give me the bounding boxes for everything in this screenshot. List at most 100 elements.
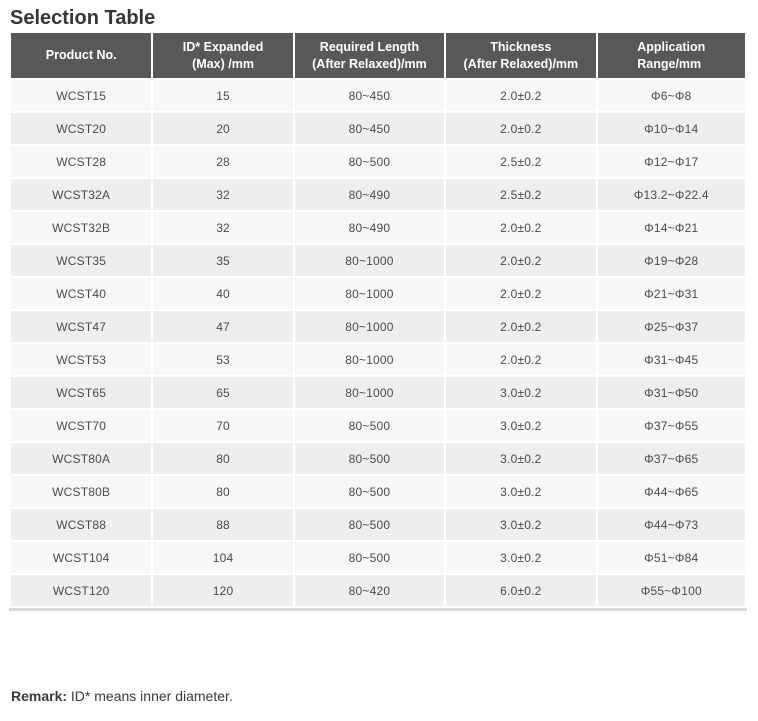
col-header-required-length: Required Length (After Relaxed)/mm [294,33,445,78]
cell-application-range: Φ51~Φ84 [597,542,745,573]
cell-product-no: WCST47 [11,311,152,342]
cell-product-no: WCST80A [11,443,152,474]
cell-id-expanded: 20 [153,113,293,144]
cell-id-expanded: 120 [153,575,293,606]
cell-thickness: 2.0±0.2 [446,80,596,111]
cell-application-range: Φ37~Φ65 [597,443,745,474]
table-row: WCST32A 32 80~490 2.5±0.2 Φ13.2~Φ22.4 [11,179,745,210]
cell-id-expanded: 32 [153,179,293,210]
cell-product-no: WCST80B [11,476,152,507]
table-row: WCST80A 80 80~500 3.0±0.2 Φ37~Φ65 [11,443,745,474]
cell-application-range: Φ12~Φ17 [597,146,745,177]
cell-product-no: WCST35 [11,245,152,276]
table-row: WCST28 28 80~500 2.5±0.2 Φ12~Φ17 [11,146,745,177]
page-title: Selection Table [10,7,156,29]
col-header-application-range: Application Range/mm [597,33,745,78]
cell-id-expanded: 88 [153,509,293,540]
cell-id-expanded: 32 [153,212,293,243]
table-row: WCST40 40 80~1000 2.0±0.2 Φ21~Φ31 [11,278,745,309]
cell-id-expanded: 80 [153,443,293,474]
remark: Remark: ID* means inner diameter. [11,688,758,704]
cell-thickness: 2.0±0.2 [446,245,596,276]
cell-thickness: 2.5±0.2 [446,179,596,210]
cell-required-length: 80~500 [294,410,445,441]
cell-id-expanded: 80 [153,476,293,507]
cell-application-range: Φ44~Φ65 [597,476,745,507]
table-row: WCST65 65 80~1000 3.0±0.2 Φ31~Φ50 [11,377,745,408]
cell-product-no: WCST15 [11,80,152,111]
cell-product-no: WCST40 [11,278,152,309]
cell-required-length: 80~500 [294,476,445,507]
cell-application-range: Φ19~Φ28 [597,245,745,276]
col-header-label: Required Length (After Relaxed)/mm [312,39,427,71]
cell-required-length: 80~1000 [294,377,445,408]
cell-required-length: 80~1000 [294,344,445,375]
cell-thickness: 2.0±0.2 [446,344,596,375]
cell-id-expanded: 53 [153,344,293,375]
cell-id-expanded: 35 [153,245,293,276]
cell-thickness: 3.0±0.2 [446,476,596,507]
remark-label: Remark: [11,688,68,704]
col-header-label: Thickness (After Relaxed)/mm [463,39,579,71]
col-header-label: ID* Expanded (Max) /mm [182,39,264,71]
cell-product-no: WCST88 [11,509,152,540]
cell-application-range: Φ25~Φ37 [597,311,745,342]
cell-required-length: 80~490 [294,212,445,243]
table-row: WCST120 120 80~420 6.0±0.2 Φ55~Φ100 [11,575,745,606]
col-header-product-no: Product No. [11,33,152,78]
cell-thickness: 2.0±0.2 [446,311,596,342]
table-row: WCST47 47 80~1000 2.0±0.2 Φ25~Φ37 [11,311,745,342]
cell-thickness: 2.0±0.2 [446,113,596,144]
table-body: WCST15 15 80~450 2.0±0.2 Φ6~Φ8 WCST20 20 80~450… [11,80,745,606]
cell-required-length: 80~420 [294,575,445,606]
cell-application-range: Φ6~Φ8 [597,80,745,111]
cell-application-range: Φ55~Φ100 [597,575,745,606]
cell-thickness: 2.5±0.2 [446,146,596,177]
cell-application-range: Φ44~Φ73 [597,509,745,540]
table-row: WCST20 20 80~450 2.0±0.2 Φ10~Φ14 [11,113,745,144]
cell-application-range: Φ21~Φ31 [597,278,745,309]
cell-required-length: 80~1000 [294,311,445,342]
table-row: WCST32B 32 80~490 2.0±0.2 Φ14~Φ21 [11,212,745,243]
cell-application-range: Φ13.2~Φ22.4 [597,179,745,210]
cell-product-no: WCST65 [11,377,152,408]
cell-application-range: Φ14~Φ21 [597,212,745,243]
table-header-row: Product No. ID* Expanded (Max) /mm Required… [11,33,745,78]
table-row: WCST88 88 80~500 3.0±0.2 Φ44~Φ73 [11,509,745,540]
cell-required-length: 80~500 [294,509,445,540]
cell-required-length: 80~1000 [294,245,445,276]
cell-thickness: 2.0±0.2 [446,212,596,243]
cell-required-length: 80~500 [294,443,445,474]
cell-thickness: 3.0±0.2 [446,443,596,474]
table-row: WCST53 53 80~1000 2.0±0.2 Φ31~Φ45 [11,344,745,375]
cell-required-length: 80~450 [294,80,445,111]
cell-required-length: 80~450 [294,113,445,144]
cell-thickness: 3.0±0.2 [446,410,596,441]
cell-application-range: Φ31~Φ45 [597,344,745,375]
col-header-label: Application Range/mm [637,39,706,71]
cell-required-length: 80~1000 [294,278,445,309]
cell-id-expanded: 40 [153,278,293,309]
cell-application-range: Φ37~Φ55 [597,410,745,441]
cell-product-no: WCST32B [11,212,152,243]
cell-application-range: Φ10~Φ14 [597,113,745,144]
cell-product-no: WCST28 [11,146,152,177]
cell-product-no: WCST32A [11,179,152,210]
col-header-thickness: Thickness (After Relaxed)/mm [446,33,596,78]
table-row: WCST80B 80 80~500 3.0±0.2 Φ44~Φ65 [11,476,745,507]
cell-required-length: 80~500 [294,542,445,573]
cell-id-expanded: 47 [153,311,293,342]
cell-product-no: WCST53 [11,344,152,375]
cell-thickness: 3.0±0.2 [446,542,596,573]
cell-id-expanded: 70 [153,410,293,441]
cell-thickness: 6.0±0.2 [446,575,596,606]
table-row: WCST35 35 80~1000 2.0±0.2 Φ19~Φ28 [11,245,745,276]
cell-thickness: 3.0±0.2 [446,377,596,408]
table-row: WCST15 15 80~450 2.0±0.2 Φ6~Φ8 [11,80,745,111]
cell-required-length: 80~500 [294,146,445,177]
cell-id-expanded: 65 [153,377,293,408]
col-header-id-expanded: ID* Expanded (Max) /mm [153,33,293,78]
cell-product-no: WCST120 [11,575,152,606]
cell-required-length: 80~490 [294,179,445,210]
cell-thickness: 3.0±0.2 [446,509,596,540]
